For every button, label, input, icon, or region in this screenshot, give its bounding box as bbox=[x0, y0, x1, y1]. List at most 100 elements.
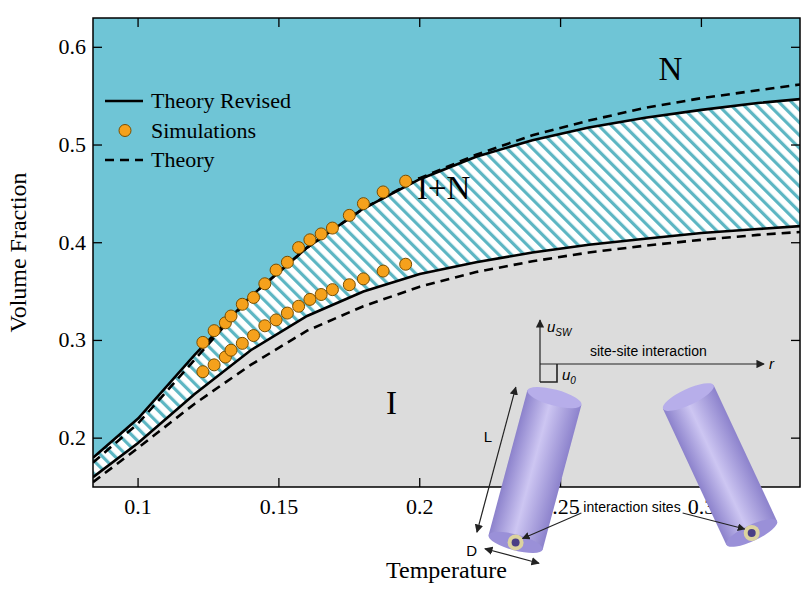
x-tick bbox=[419, 478, 420, 487]
sim-point bbox=[197, 336, 209, 348]
y-tick-label: 0.6 bbox=[59, 34, 87, 59]
depth-label: u0 bbox=[562, 366, 576, 386]
rod bbox=[660, 378, 781, 552]
legend-label: Theory Revised bbox=[151, 88, 291, 113]
y-tick-label: 0.3 bbox=[59, 327, 87, 352]
x-tick bbox=[137, 18, 138, 27]
y-tick-label: 0.2 bbox=[59, 425, 87, 450]
y-tick bbox=[791, 47, 800, 48]
x-tick bbox=[278, 18, 279, 27]
x-tick bbox=[278, 478, 279, 487]
y-tick bbox=[791, 144, 800, 145]
legend-symbol bbox=[105, 100, 143, 103]
y-tick bbox=[791, 437, 800, 438]
distance-axis bbox=[540, 363, 764, 364]
y-tick-label: 0.5 bbox=[59, 132, 87, 157]
y-tick bbox=[93, 47, 102, 48]
sim-point bbox=[236, 298, 248, 310]
sim-point bbox=[400, 175, 412, 187]
sim-point bbox=[248, 330, 260, 342]
region-label: I+N bbox=[417, 170, 471, 206]
sim-point bbox=[270, 264, 282, 276]
legend-symbol bbox=[105, 159, 143, 162]
sites-label: interaction sites bbox=[583, 499, 680, 515]
sim-point bbox=[208, 325, 220, 337]
inset-title: site-site interaction bbox=[590, 343, 707, 359]
y-tick-label: 0.4 bbox=[59, 230, 87, 255]
sim-point bbox=[293, 300, 305, 312]
square-well bbox=[540, 364, 557, 382]
sim-point bbox=[343, 279, 355, 291]
sim-point bbox=[357, 273, 369, 285]
distance-label: r bbox=[769, 355, 775, 372]
x-axis-title: Temperature bbox=[386, 557, 507, 583]
chart: 0.10.150.20.250.30.20.30.40.50.6Temperat… bbox=[0, 0, 805, 592]
label-sub: 0 bbox=[570, 375, 576, 386]
region-label: N bbox=[659, 51, 683, 87]
sim-point bbox=[270, 314, 282, 326]
rod-cap bbox=[486, 527, 544, 557]
region-label: I bbox=[386, 385, 397, 421]
y-axis-title: Volume Fraction bbox=[5, 172, 31, 332]
inset: L Dinteraction sites r uSW u0 site-site inter… bbox=[466, 318, 780, 563]
y-tick bbox=[791, 340, 800, 341]
sim-point bbox=[236, 337, 248, 349]
legend-label: Theory bbox=[151, 147, 215, 172]
sim-point bbox=[343, 209, 355, 221]
sim-point bbox=[315, 289, 327, 301]
sim-point bbox=[197, 366, 209, 378]
length-label: L bbox=[484, 428, 492, 445]
sim-point bbox=[326, 284, 338, 296]
rod bbox=[486, 383, 583, 558]
sim-point bbox=[304, 293, 316, 305]
x-tick bbox=[419, 18, 420, 27]
y-tick bbox=[93, 437, 102, 438]
y-tick bbox=[791, 242, 800, 243]
x-tick bbox=[701, 18, 702, 27]
sim-point bbox=[259, 278, 271, 290]
diameter-label: D bbox=[466, 542, 477, 559]
site-halo bbox=[744, 525, 760, 541]
sim-point bbox=[326, 222, 338, 234]
site-pointer bbox=[523, 513, 582, 538]
sim-point bbox=[225, 344, 237, 356]
y-tick bbox=[93, 144, 102, 145]
x-tick-label: 0.15 bbox=[260, 494, 299, 519]
legend: Theory Revised Simulations Theory bbox=[105, 88, 291, 172]
site-halo bbox=[508, 534, 524, 550]
rod-cap bbox=[525, 383, 583, 413]
label-sub: SW bbox=[555, 327, 573, 338]
site-dot bbox=[748, 529, 756, 537]
sim-point bbox=[304, 234, 316, 246]
potential-axis bbox=[539, 320, 540, 382]
rod-cap bbox=[660, 378, 718, 416]
sim-point bbox=[377, 265, 389, 277]
y-tick bbox=[93, 242, 102, 243]
sim-point bbox=[315, 228, 327, 240]
y-tick bbox=[93, 340, 102, 341]
x-tick-label: 0.1 bbox=[124, 494, 152, 519]
sim-point bbox=[281, 256, 293, 268]
sim-point bbox=[357, 198, 369, 210]
sim-point bbox=[377, 186, 389, 198]
length-arrow bbox=[477, 387, 516, 532]
x-tick bbox=[137, 478, 138, 487]
rod-body bbox=[663, 385, 777, 545]
height-label: uSW bbox=[547, 318, 573, 338]
rod-cap bbox=[723, 514, 781, 552]
sim-point bbox=[208, 359, 220, 371]
sim-point bbox=[281, 307, 293, 319]
x-tick-label: 0.2 bbox=[406, 494, 434, 519]
site-pointer bbox=[683, 513, 745, 529]
sim-point bbox=[259, 320, 271, 332]
sim-point bbox=[293, 242, 305, 254]
diameter-arrow bbox=[485, 549, 539, 563]
site-dot bbox=[512, 538, 520, 546]
legend-symbol bbox=[119, 125, 131, 137]
sim-point bbox=[225, 310, 237, 322]
legend-label: Simulations bbox=[151, 118, 256, 143]
sim-point bbox=[248, 291, 260, 303]
sim-point bbox=[400, 258, 412, 270]
x-tick bbox=[560, 18, 561, 27]
rod-body bbox=[489, 390, 582, 549]
